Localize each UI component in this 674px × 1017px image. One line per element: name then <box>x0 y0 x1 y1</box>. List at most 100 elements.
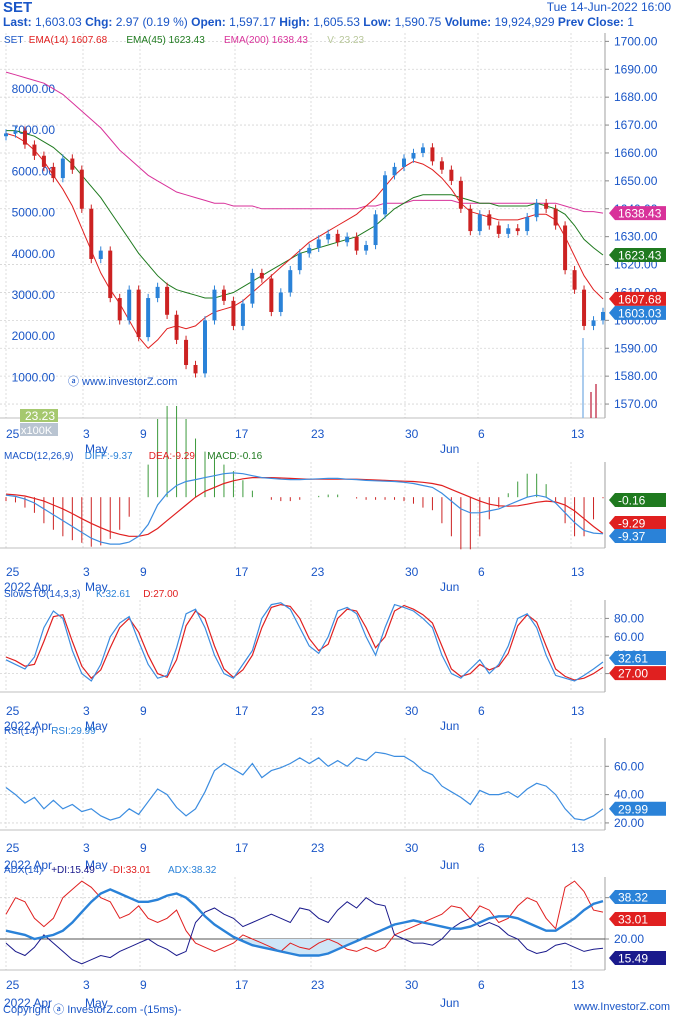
quote-last-value: 1,603.03 <box>35 15 82 29</box>
price-legend-item: EMA(200) 1638.43 <box>224 35 308 46</box>
quote-low-value: 1,590.75 <box>394 15 442 29</box>
candle-body <box>22 130 27 145</box>
rsi-year-month-label: 2022 Apr <box>4 858 52 872</box>
price-value-tag-label: 1603.03 <box>618 306 662 320</box>
candle-body <box>515 228 520 232</box>
price-legend-item: V: 23.23 <box>327 35 364 46</box>
adx-x-tick-label: 9 <box>140 978 147 992</box>
candle-body <box>544 203 549 209</box>
rsi-x-tick-label: 30 <box>405 841 419 855</box>
candle-body <box>326 233 331 240</box>
price-volume-tick-label: 8000.00 <box>12 82 56 96</box>
candle-body <box>79 169 84 209</box>
price-y-tick-label: 1630.00 <box>614 230 658 244</box>
quote-chg-label: Chg: <box>85 15 113 29</box>
footer-copyright: Copyright ⓐ InvestorZ.com -(15ms)- <box>3 1004 182 1016</box>
adx-x-tick-label: 17 <box>235 978 249 992</box>
volume-badge-label: 23.23 <box>25 409 55 423</box>
price-volume-tick-label: 1000.00 <box>12 370 56 384</box>
candle-body <box>496 225 501 234</box>
price-x-tick-label: 6 <box>478 427 485 441</box>
price-x-tick-label: 17 <box>235 427 249 441</box>
adx-value-tag-label: 15.49 <box>618 952 648 966</box>
candle-body <box>70 158 75 170</box>
price-volume-tick-label: 4000.00 <box>12 247 56 261</box>
candle-body <box>449 169 454 181</box>
price-y-tick-label: 1660.00 <box>614 146 658 160</box>
price-y-tick-label: 1700.00 <box>614 34 658 48</box>
candle-body <box>60 158 65 179</box>
stoch-x-tick-label: 3 <box>83 704 90 718</box>
stoch-year-month-label: 2022 Apr <box>4 719 52 733</box>
price-value-tag <box>609 305 666 320</box>
rsi-legend-item: RSI(14) <box>4 726 38 737</box>
rsi-x-tick-label: 23 <box>311 841 325 855</box>
price-y-tick-label: 1590.00 <box>614 341 658 355</box>
candle-body <box>278 292 283 312</box>
price-y-tick-label: 1690.00 <box>614 62 658 76</box>
macd-dea-line <box>5 477 604 537</box>
adx-x-tick-label: 25 <box>6 978 20 992</box>
quote-volume-value: 19,924,929 <box>494 15 555 29</box>
rsi-x-tick-label: 9 <box>140 841 147 855</box>
price-volume-tick-label: 6000.00 <box>12 164 56 178</box>
price-month-label: May <box>85 442 108 456</box>
candle-body <box>402 158 406 167</box>
macd-x-tick-label: 25 <box>6 565 20 579</box>
macd-value-tag <box>609 493 666 507</box>
footer-site-link[interactable]: www.InvestorZ.com <box>574 1001 670 1013</box>
rsi-y-tick-label: 60.00 <box>614 759 644 773</box>
price-x-tick-label: 25 <box>6 427 20 441</box>
adx-value-tag <box>609 890 666 904</box>
stoch-value-tag <box>609 650 666 665</box>
adx-legend-item: ADX:38.32 <box>168 865 217 876</box>
candle-body <box>364 245 369 251</box>
candle-body <box>411 152 416 159</box>
rsi-value-tag-label: 29.99 <box>618 802 648 816</box>
price-value-tag <box>609 291 666 306</box>
candle-body <box>553 208 558 226</box>
rsi-legend-item: RSI:29.99 <box>51 726 96 737</box>
quote-open-value: 1,597.17 <box>229 15 276 29</box>
candle-body <box>525 217 530 232</box>
price-x-tick-label: 23 <box>311 427 325 441</box>
candle-body <box>335 233 340 243</box>
adx-x-tick-label: 30 <box>405 978 419 992</box>
macd-legend-item: DEA:-9.29 <box>149 451 196 462</box>
price-legend-item: EMA(14) 1607.68 <box>29 35 108 46</box>
ema14-line <box>5 132 604 350</box>
macd-value-tag-label: -9.37 <box>618 530 646 544</box>
candle-body <box>13 130 18 134</box>
candle-body <box>601 311 605 321</box>
adx-legend-item: ADX(14) <box>4 865 42 876</box>
candle-body <box>98 250 103 259</box>
price-volume-tick-label: 2000.00 <box>12 329 56 343</box>
stoch-value-tag <box>609 666 666 681</box>
volume-unit-label: x100K <box>21 425 53 437</box>
volume-unit-badge <box>20 423 58 436</box>
candle-body <box>155 286 160 299</box>
rsi-month-label: May <box>85 858 108 872</box>
price-x-tick-label: 3 <box>83 427 90 441</box>
candle-body <box>506 228 511 234</box>
candle-body <box>269 278 274 312</box>
candle-body <box>288 270 293 293</box>
quote-volume-label: Volume: <box>444 15 492 29</box>
adx-value-tag-label: 33.01 <box>618 913 648 927</box>
macd-value-tag-label: -0.16 <box>618 494 646 508</box>
candle-body <box>136 289 141 338</box>
adx-legend-item: -DI:33.01 <box>110 865 152 876</box>
stoch-d-line <box>5 603 604 681</box>
symbol-title: SET <box>3 0 33 16</box>
rsi-y-tick-label: 40.00 <box>614 788 644 802</box>
candle-body <box>240 303 245 326</box>
quote-header: SET Tue 14-Jun-2022 16:00 Last: 1,603.03… <box>0 0 674 32</box>
candle-body <box>297 253 302 271</box>
macd-value-tag <box>609 529 666 543</box>
adx-line <box>5 888 604 957</box>
adx-x-tick-label: 23 <box>311 978 325 992</box>
candle-body <box>316 239 321 248</box>
candle-body <box>221 289 226 301</box>
stoch-x-tick-label: 6 <box>478 704 485 718</box>
